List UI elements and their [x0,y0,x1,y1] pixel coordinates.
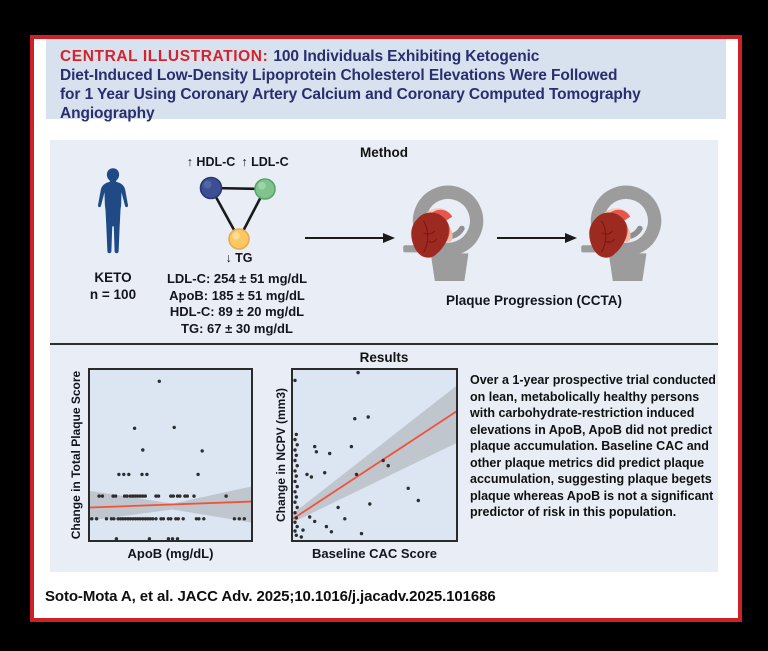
central-illustration-card: CENTRAL ILLUSTRATION: 100 Individuals Exh… [30,35,742,622]
title-banner: CENTRAL ILLUSTRATION: 100 Individuals Exh… [46,39,726,122]
results-heading: Results [359,350,409,365]
plot1-x-axis-label: ApoB (mg/dL) [127,546,214,561]
plot2-y-axis-label: Change in NCPV (mm3) [274,388,288,523]
cac-scatter-plot [291,368,458,542]
arrow-right-icon [497,233,577,243]
arrow-right-icon [305,233,395,243]
figure-panels: Method KETO n = 100 ↑ HDL-C ↑ LDL-C [50,140,718,572]
tg-node-label: ↓ TG [225,251,253,265]
cohort-n: n = 100 [89,287,137,302]
lab-hdl: HDL-C: 89 ± 20 mg/dL [169,304,305,319]
lab-tg: TG: 67 ± 30 mg/dL [181,320,293,336]
apob-scatter-plot [88,368,253,542]
method-panel: Method KETO n = 100 ↑ HDL-C ↑ LDL-C [50,140,718,343]
ldl-node [254,178,276,200]
method-heading: Method [360,145,408,160]
lab-values: LDL-C: 254 ± 51 mg/dL ApoB: 185 ± 51 mg/… [147,271,327,337]
citation: Soto-Mota A, et al. JACC Adv. 2025;10.10… [45,588,496,605]
person-icon [97,168,129,254]
ldl-node-label: ↑ LDL-C [241,155,289,169]
heart-icon [411,208,453,258]
lipid-triangle-diagram [199,176,276,250]
hdl-node [199,176,223,200]
cohort-label: KETO [94,270,132,285]
title-label: CENTRAL ILLUSTRATION: [60,48,269,65]
lab-apob: ApoB: 185 ± 51 mg/dL [169,287,305,303]
results-panel: Results Change in Total Plaque Score Apo… [50,345,718,572]
heart-icon [589,208,631,258]
results-summary-text: Over a 1-year prospective trial conducte… [470,373,716,519]
plot1-y-axis-label: Change in Total Plaque Score [69,370,83,540]
ct-scanner-icon [581,185,662,281]
ccta-caption: Plaque Progression (CCTA) [445,293,623,308]
plot2-x-axis-label: Baseline CAC Score [312,546,437,561]
lab-ldl: LDL-C: 254 ± 51 mg/dL [166,271,308,286]
ct-scanner-icon [403,185,484,281]
panel-divider [50,343,718,345]
hdl-node-label: ↑ HDL-C [186,155,236,169]
tg-node [228,228,250,250]
page-title: 100 Individuals Exhibiting Ketogenic Die… [60,48,641,122]
